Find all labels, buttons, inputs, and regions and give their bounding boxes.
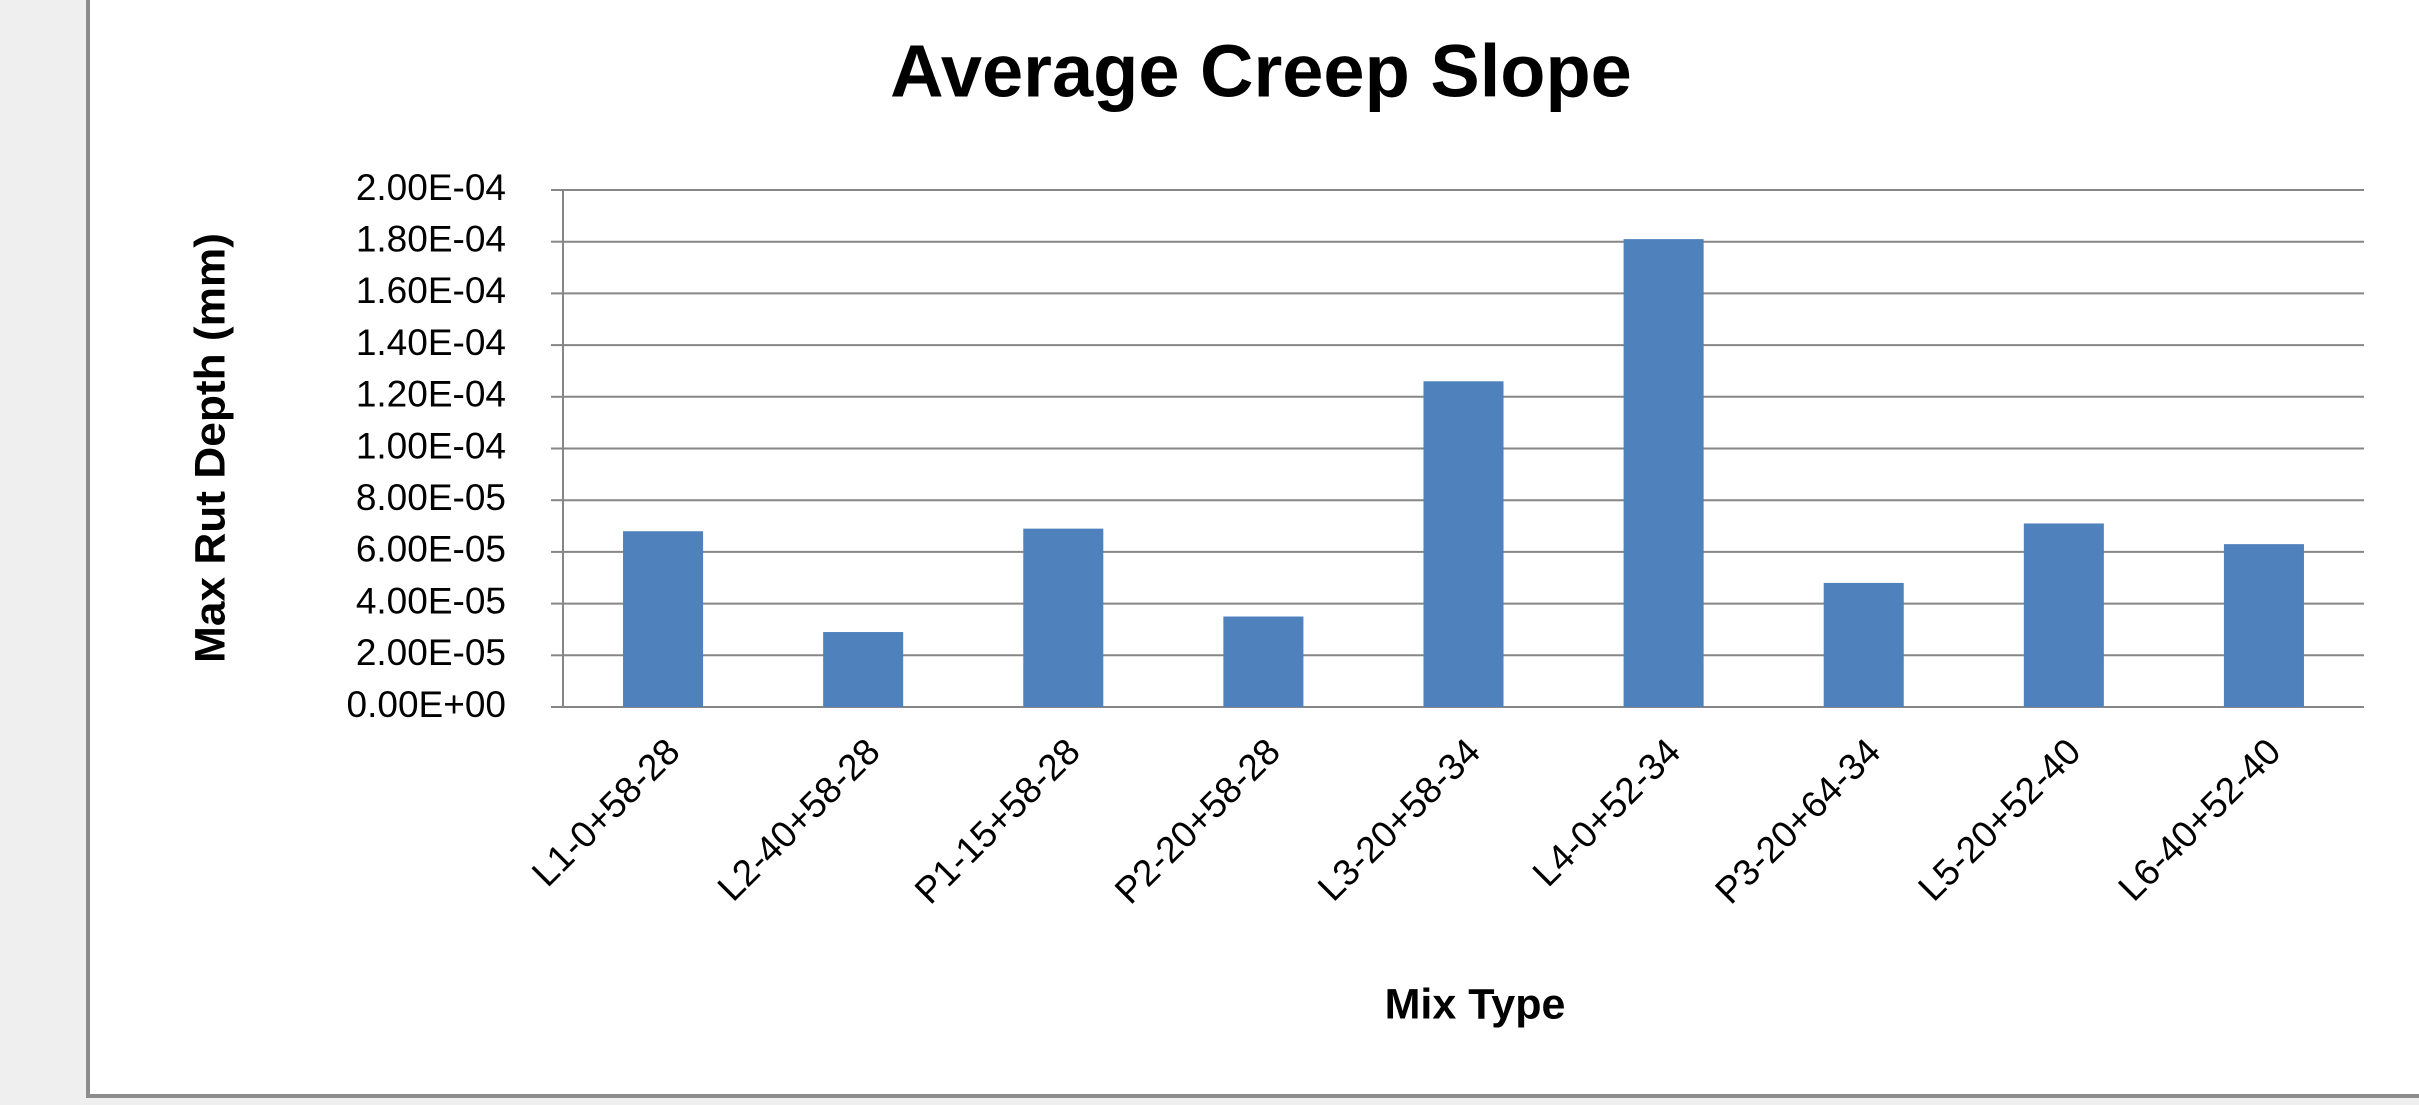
y-tick-label: 2.00E-04 (356, 167, 506, 208)
bar (1423, 381, 1504, 707)
y-tick-label: 1.60E-04 (356, 270, 506, 311)
bar (1023, 528, 1104, 707)
y-tick-label: 4.00E-05 (356, 580, 506, 621)
bar (2223, 544, 2304, 707)
y-tick-label: 1.00E-04 (356, 425, 506, 466)
bar (823, 632, 904, 707)
y-tick-label: 1.40E-04 (356, 322, 506, 363)
y-axis-title: Max Rut Depth (mm) (186, 233, 234, 663)
bar (2023, 523, 2104, 707)
y-tick-label: 8.00E-05 (356, 477, 506, 518)
y-tick-label: 1.20E-04 (356, 374, 506, 415)
bar (1623, 239, 1704, 708)
bar (623, 531, 704, 707)
y-tick-label: 1.80E-04 (356, 218, 506, 259)
chart-title: Average Creep Slope (890, 30, 1632, 113)
y-tick-label: 6.00E-05 (356, 529, 506, 570)
x-axis-title: Mix Type (1385, 980, 1566, 1028)
bar (1223, 616, 1304, 707)
y-tick-label: 0.00E+00 (347, 684, 506, 725)
bar (1823, 582, 1904, 707)
y-tick-label: 2.00E-05 (356, 632, 506, 673)
